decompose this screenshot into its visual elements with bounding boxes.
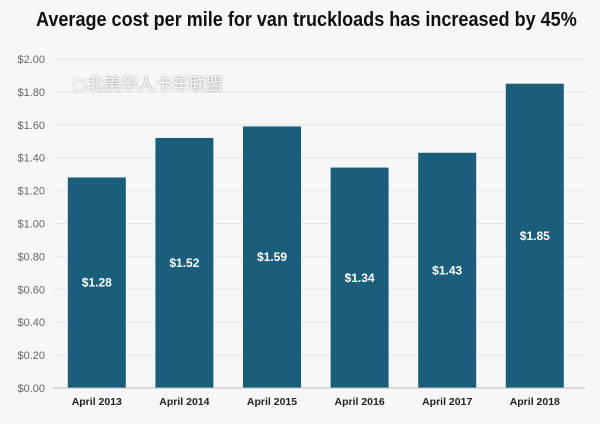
bar	[243, 126, 301, 388]
x-tick-label: April 2014	[159, 396, 209, 408]
y-tick-label: $0.40	[17, 317, 45, 329]
data-label: $1.52	[169, 256, 199, 270]
y-tick-label: $1.80	[17, 87, 45, 99]
x-tick-label: April 2013	[72, 396, 122, 408]
wechat-icon: ◌	[72, 75, 87, 95]
bar	[67, 177, 126, 388]
x-tick-label: April 2015	[247, 396, 297, 408]
data-label: $1.43	[432, 263, 462, 277]
x-tick-label: April 2016	[334, 396, 384, 408]
x-tick-label: April 2018	[510, 396, 560, 408]
y-tick-label: $0.00	[17, 383, 45, 395]
y-tick-label: $1.40	[17, 153, 45, 165]
x-tick-label: April 2017	[422, 396, 472, 408]
y-tick-label: $1.60	[17, 120, 45, 132]
y-tick-label: $0.60	[17, 284, 45, 296]
data-label: $1.34	[345, 271, 375, 285]
y-tick-label: $0.20	[17, 350, 45, 362]
bar	[418, 152, 477, 388]
data-label: $1.28	[82, 276, 112, 290]
watermark: ◌北美华人卡车联盟	[72, 70, 223, 95]
y-tick-label: $1.00	[17, 219, 45, 231]
y-tick-label: $1.20	[17, 186, 45, 198]
y-tick-label: $0.80	[17, 251, 45, 263]
bar	[505, 83, 564, 389]
watermark-text: 北美华人卡车联盟	[86, 75, 223, 95]
y-tick-label: $2.00	[17, 54, 45, 66]
data-label: $1.59	[257, 250, 287, 264]
chart-title: Average cost per mile for van truckloads…	[36, 8, 577, 31]
data-label: $1.85	[520, 229, 550, 243]
bar	[155, 137, 214, 388]
bar	[330, 167, 389, 388]
